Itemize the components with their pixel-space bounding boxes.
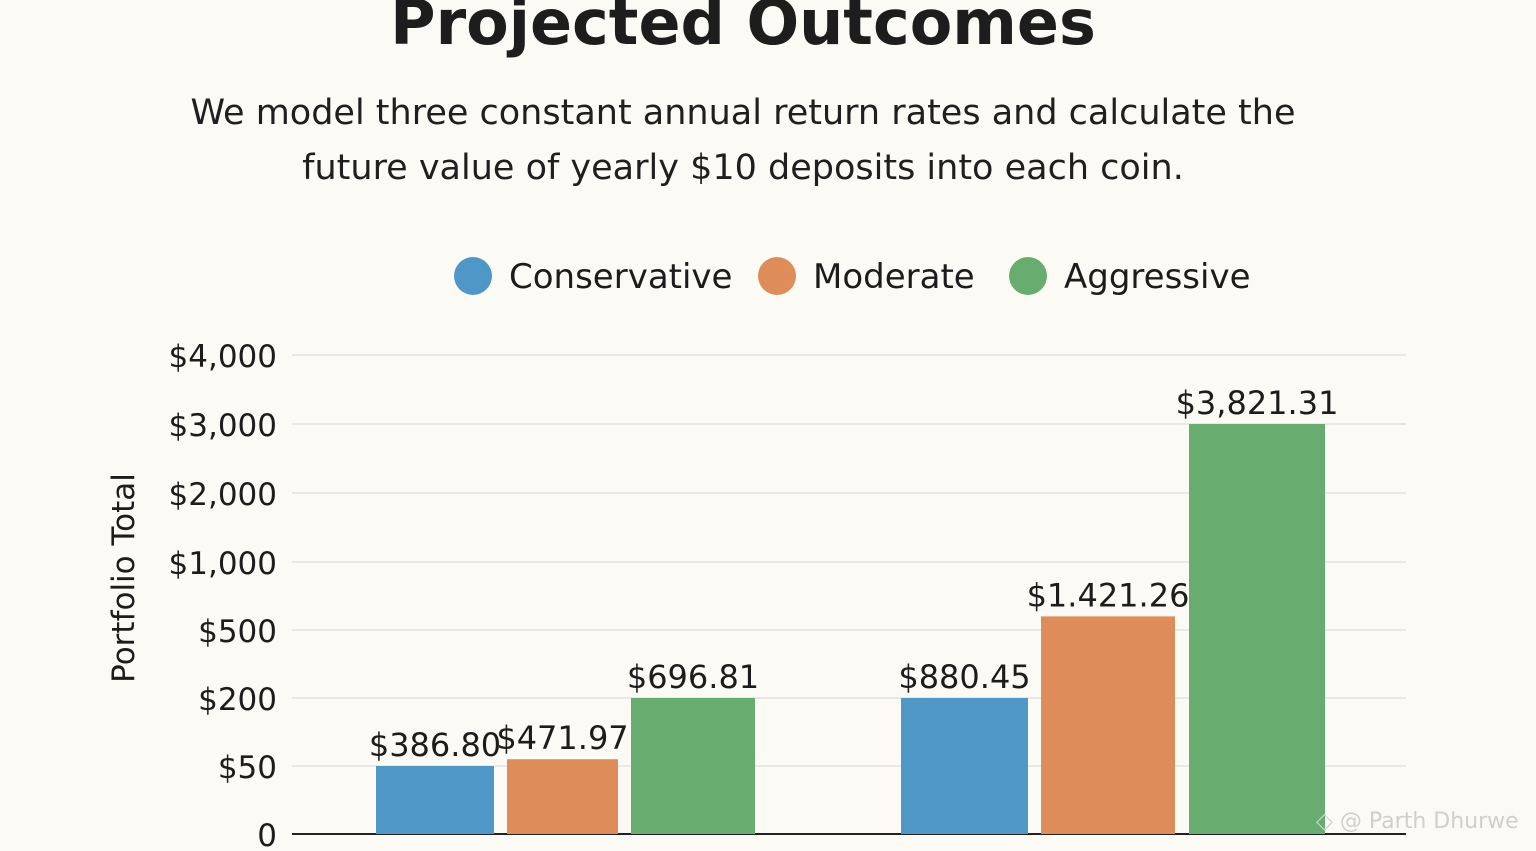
y-tick-label: 0 — [257, 818, 277, 851]
y-tick-label: $3,000 — [169, 408, 277, 444]
data-label: $3,821.31 — [1176, 384, 1339, 422]
y-tick-label: $1,000 — [169, 546, 277, 582]
legend-swatch — [454, 257, 492, 295]
bar-aggressive — [631, 698, 755, 834]
bar-conservative — [901, 698, 1028, 834]
data-label: $880.45 — [898, 658, 1030, 696]
data-label: $1.421.26 — [1027, 576, 1190, 614]
page-subtitle: We model three constant annual return ra… — [190, 93, 1296, 188]
bar-moderate — [507, 759, 618, 834]
y-tick-label: $200 — [198, 682, 277, 718]
data-label: $386.80 — [369, 726, 501, 764]
y-tick-label: $2,000 — [169, 477, 277, 513]
legend-label: Aggressive — [1064, 257, 1251, 297]
legend-label: Moderate — [813, 257, 975, 297]
legend-label: Conservative — [509, 257, 732, 297]
y-axis-label: Portfolio Total — [106, 473, 142, 683]
page-title: Projected Outcomes — [390, 0, 1096, 59]
y-tick-label: $500 — [198, 614, 277, 650]
data-label: $471.97 — [496, 719, 628, 757]
legend-swatch — [758, 257, 796, 295]
data-label: $696.81 — [627, 658, 759, 696]
bar-moderate — [1041, 616, 1175, 834]
y-tick-label: $4,000 — [169, 339, 277, 375]
bar-conservative — [376, 766, 494, 834]
watermark: ◇ @ Parth Dhurwe — [1316, 809, 1519, 834]
bar-aggressive — [1189, 424, 1325, 834]
legend-swatch — [1009, 257, 1047, 295]
y-tick-label: $50 — [218, 750, 277, 786]
